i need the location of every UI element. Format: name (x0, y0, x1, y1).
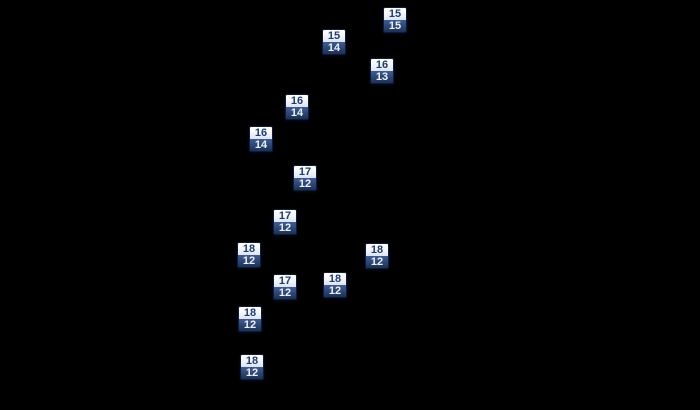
temperature-marker[interactable]: 18 12 (365, 243, 389, 269)
temperature-marker[interactable]: 15 15 (383, 7, 407, 33)
high-temp-label: 16 (250, 127, 272, 139)
low-temp-label: 12 (239, 319, 261, 331)
temperature-marker[interactable]: 16 14 (285, 94, 309, 120)
high-temp-label: 17 (274, 275, 296, 287)
temperature-marker[interactable]: 18 12 (323, 272, 347, 298)
low-temp-label: 14 (286, 107, 308, 119)
temperature-marker[interactable]: 18 12 (237, 242, 261, 268)
high-temp-label: 18 (324, 273, 346, 285)
temperature-marker[interactable]: 16 14 (249, 126, 273, 152)
temperature-marker[interactable]: 17 12 (273, 274, 297, 300)
low-temp-label: 12 (294, 178, 316, 190)
temperature-marker[interactable]: 15 14 (322, 29, 346, 55)
high-temp-label: 18 (241, 355, 263, 367)
low-temp-label: 15 (384, 20, 406, 32)
low-temp-label: 12 (366, 256, 388, 268)
high-temp-label: 18 (366, 244, 388, 256)
temperature-marker[interactable]: 16 13 (370, 58, 394, 84)
high-temp-label: 17 (274, 210, 296, 222)
high-temp-label: 16 (371, 59, 393, 71)
low-temp-label: 12 (238, 255, 260, 267)
high-temp-label: 15 (384, 8, 406, 20)
low-temp-label: 14 (323, 42, 345, 54)
low-temp-label: 12 (241, 367, 263, 379)
low-temp-label: 12 (274, 287, 296, 299)
high-temp-label: 17 (294, 166, 316, 178)
temperature-marker[interactable]: 17 12 (273, 209, 297, 235)
high-temp-label: 18 (238, 243, 260, 255)
high-temp-label: 15 (323, 30, 345, 42)
temperature-marker[interactable]: 18 12 (240, 354, 264, 380)
low-temp-label: 12 (324, 285, 346, 297)
high-temp-label: 16 (286, 95, 308, 107)
temperature-marker[interactable]: 17 12 (293, 165, 317, 191)
low-temp-label: 12 (274, 222, 296, 234)
high-temp-label: 18 (239, 307, 261, 319)
temperature-marker[interactable]: 18 12 (238, 306, 262, 332)
low-temp-label: 13 (371, 71, 393, 83)
low-temp-label: 14 (250, 139, 272, 151)
